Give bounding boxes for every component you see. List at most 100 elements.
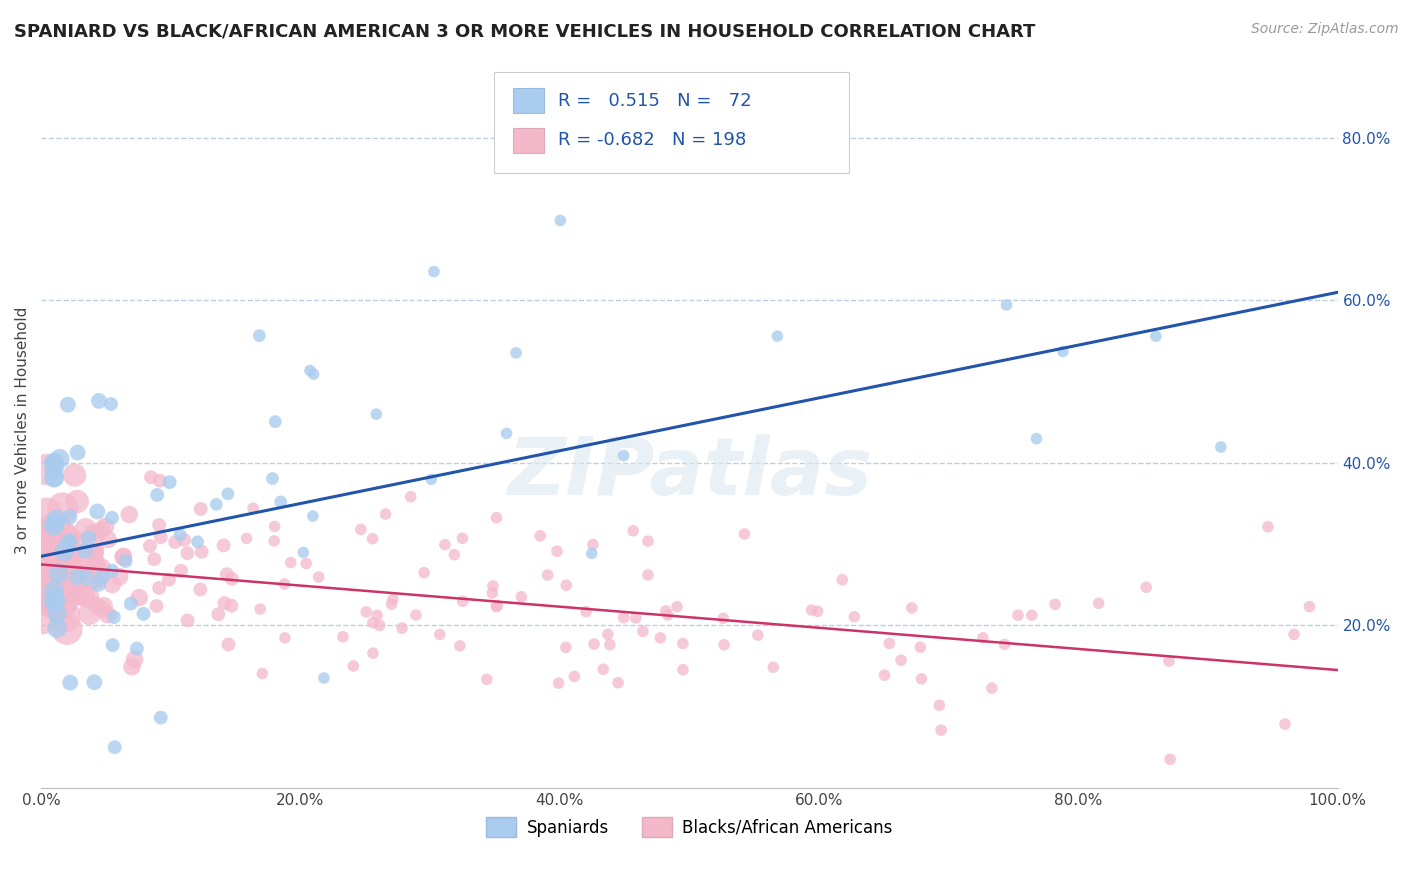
Point <box>928 698 950 713</box>
Point <box>547 676 569 690</box>
Point <box>75 543 97 558</box>
Point <box>52 500 75 515</box>
Point <box>91 522 114 536</box>
Point <box>112 550 135 565</box>
Point <box>83 675 105 690</box>
Point <box>873 668 896 682</box>
Point <box>399 490 422 504</box>
Point <box>366 407 388 421</box>
Point <box>128 591 150 605</box>
Point <box>83 546 105 560</box>
Point <box>621 524 644 538</box>
Point <box>482 579 505 593</box>
Point <box>42 456 65 470</box>
Point <box>52 596 75 610</box>
Point <box>87 393 110 408</box>
Point <box>295 557 318 571</box>
Point <box>1159 752 1181 766</box>
Point <box>1007 608 1029 623</box>
Point <box>51 566 73 580</box>
Point <box>451 594 474 608</box>
Point <box>46 580 69 594</box>
Point <box>86 599 108 613</box>
Point <box>332 630 354 644</box>
Point <box>37 582 59 597</box>
Point <box>374 507 396 521</box>
Point <box>910 672 932 686</box>
Point <box>58 509 80 524</box>
Point <box>44 516 66 530</box>
Point <box>713 638 735 652</box>
Point <box>1087 596 1109 610</box>
Point <box>449 639 471 653</box>
Point <box>118 508 141 522</box>
Point <box>84 543 107 558</box>
Point <box>100 397 122 411</box>
Point <box>86 526 108 541</box>
Point <box>124 652 146 666</box>
Point <box>747 628 769 642</box>
Point <box>212 539 235 553</box>
Point <box>82 525 104 540</box>
Point <box>1025 432 1047 446</box>
Point <box>205 497 228 511</box>
Point <box>807 604 830 618</box>
Point <box>170 564 193 578</box>
Point <box>103 610 125 624</box>
Point <box>42 519 65 533</box>
Point <box>361 615 384 630</box>
Point <box>45 559 67 574</box>
Point <box>120 597 142 611</box>
Point <box>39 589 62 603</box>
Point <box>555 578 578 592</box>
Point <box>42 470 65 484</box>
Point <box>53 544 76 558</box>
Point <box>485 510 508 524</box>
Point <box>73 550 96 565</box>
Point <box>44 567 66 582</box>
Point <box>35 506 58 520</box>
Point <box>312 671 335 685</box>
Point <box>190 545 212 559</box>
Text: ZIPatlas: ZIPatlas <box>508 434 872 512</box>
Point <box>485 599 508 614</box>
Point <box>766 329 789 343</box>
Point <box>235 531 257 545</box>
Point <box>91 569 114 583</box>
Point <box>31 570 53 584</box>
Point <box>890 653 912 667</box>
Point <box>583 637 606 651</box>
Point <box>143 552 166 566</box>
Point <box>901 601 924 615</box>
Point <box>221 572 243 586</box>
Point <box>121 659 143 673</box>
Point <box>67 587 90 601</box>
Point <box>101 511 124 525</box>
Point <box>42 595 65 609</box>
Point <box>188 582 211 597</box>
Point <box>262 471 284 485</box>
Point <box>582 537 605 551</box>
Point <box>104 740 127 755</box>
Point <box>65 570 87 584</box>
Point <box>368 618 391 632</box>
Point <box>762 660 785 674</box>
Point <box>173 533 195 547</box>
Point <box>46 559 69 574</box>
Point <box>631 624 654 639</box>
Point <box>298 363 321 377</box>
Point <box>149 530 172 544</box>
Point <box>613 449 636 463</box>
Point <box>42 591 65 606</box>
Point <box>529 529 551 543</box>
Point <box>77 531 100 545</box>
Point <box>486 599 509 613</box>
Point <box>354 605 377 619</box>
Point <box>101 564 124 578</box>
Point <box>66 494 89 508</box>
Point <box>217 637 239 651</box>
Point <box>215 567 238 582</box>
Point <box>607 675 630 690</box>
Point <box>1043 598 1066 612</box>
Point <box>48 451 70 466</box>
